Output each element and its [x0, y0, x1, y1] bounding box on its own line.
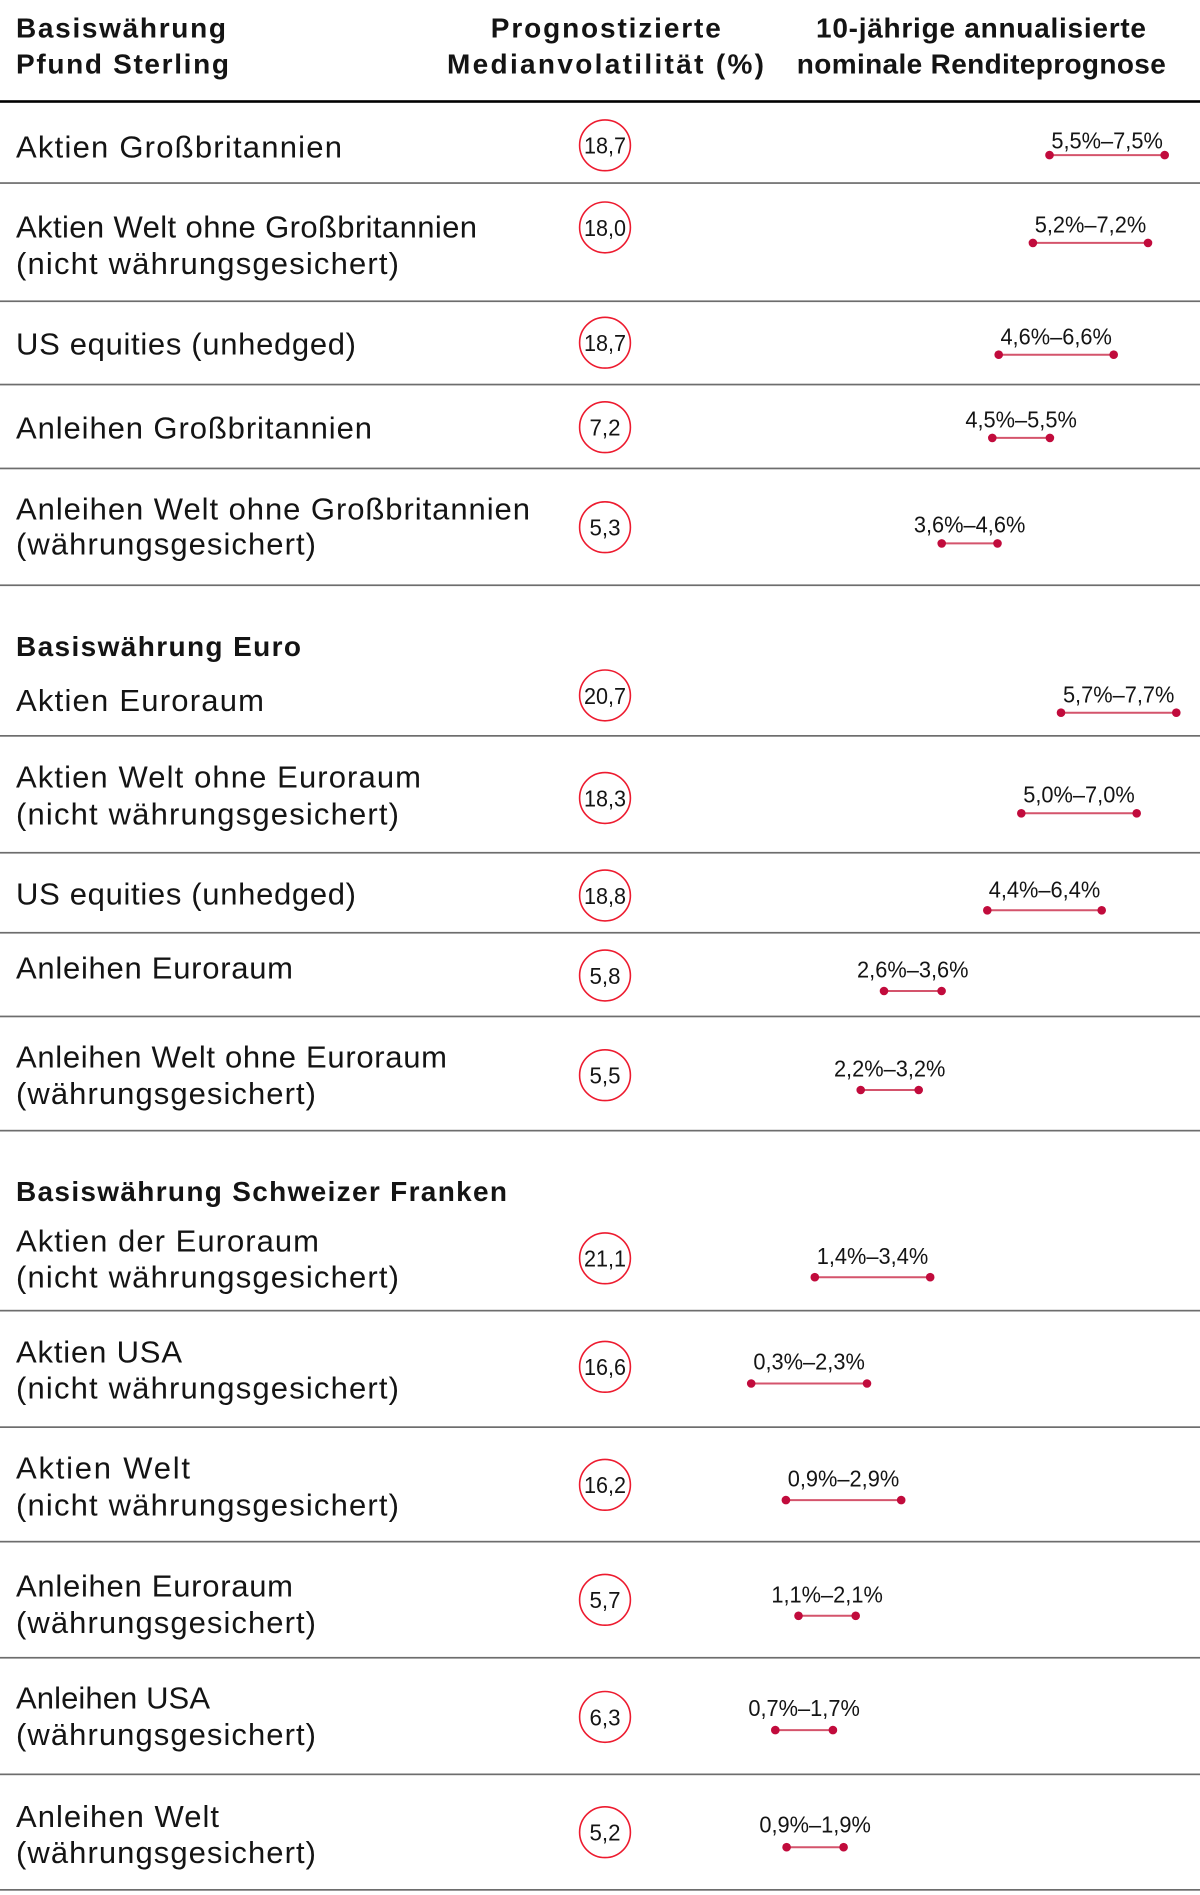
svg-text:5,3: 5,3: [590, 515, 621, 541]
svg-text:Anleihen USA: Anleihen USA: [16, 1681, 210, 1716]
svg-text:5,8: 5,8: [590, 963, 621, 989]
svg-text:(währungsgesichert): (währungsgesichert): [16, 1605, 316, 1640]
svg-text:Aktien Großbritannien: Aktien Großbritannien: [16, 130, 342, 165]
svg-text:Anleihen Euroraum: Anleihen Euroraum: [16, 951, 293, 986]
svg-text:Anleihen Welt ohne Euroraum: Anleihen Welt ohne Euroraum: [16, 1039, 447, 1074]
svg-text:(nicht währungsgesichert): (nicht währungsgesichert): [16, 796, 399, 831]
svg-text:(währungsgesichert): (währungsgesichert): [16, 1076, 316, 1111]
svg-text:(nicht währungsgesichert): (nicht währungsgesichert): [16, 246, 399, 281]
svg-text:Anleihen Euroraum: Anleihen Euroraum: [16, 1569, 293, 1604]
svg-text:Anleihen Welt: Anleihen Welt: [16, 1799, 219, 1834]
svg-text:nominale Renditeprognose: nominale Renditeprognose: [797, 49, 1166, 80]
svg-text:(nicht währungsgesichert): (nicht währungsgesichert): [16, 1487, 399, 1522]
svg-text:0,9%–1,9%: 0,9%–1,9%: [759, 1812, 871, 1838]
svg-text:5,5: 5,5: [590, 1063, 621, 1089]
svg-text:Aktien Welt ohne Euroraum: Aktien Welt ohne Euroraum: [16, 760, 421, 795]
svg-text:4,5%–5,5%: 4,5%–5,5%: [965, 407, 1077, 433]
svg-text:21,1: 21,1: [584, 1246, 626, 1272]
svg-text:Basiswährung Schweizer Franken: Basiswährung Schweizer Franken: [16, 1176, 507, 1207]
svg-text:1,1%–2,1%: 1,1%–2,1%: [771, 1581, 883, 1607]
svg-text:16,6: 16,6: [584, 1354, 626, 1380]
svg-text:20,7: 20,7: [584, 683, 626, 709]
svg-text:2,2%–3,2%: 2,2%–3,2%: [834, 1056, 946, 1082]
svg-text:16,2: 16,2: [584, 1472, 626, 1498]
svg-text:0,9%–2,9%: 0,9%–2,9%: [788, 1466, 900, 1492]
svg-text:0,7%–1,7%: 0,7%–1,7%: [748, 1695, 860, 1721]
svg-text:5,2: 5,2: [590, 1820, 621, 1846]
svg-text:4,4%–6,4%: 4,4%–6,4%: [989, 877, 1101, 903]
svg-text:Anleihen Welt ohne Großbritann: Anleihen Welt ohne Großbritannien: [16, 492, 530, 527]
svg-text:2,6%–3,6%: 2,6%–3,6%: [857, 957, 969, 983]
svg-text:18,7: 18,7: [584, 133, 626, 159]
svg-text:Aktien Euroraum: Aktien Euroraum: [16, 683, 264, 718]
svg-text:5,7: 5,7: [590, 1587, 621, 1613]
svg-text:US equities (unhedged): US equities (unhedged): [16, 326, 356, 361]
svg-text:Prognostizierte: Prognostizierte: [491, 12, 721, 43]
svg-text:10-jährige annualisierte: 10-jährige annualisierte: [816, 12, 1146, 43]
svg-text:7,2: 7,2: [590, 415, 621, 441]
svg-text:Anleihen Großbritannien: Anleihen Großbritannien: [16, 410, 372, 445]
svg-text:Aktien USA: Aktien USA: [16, 1335, 182, 1370]
svg-text:18,8: 18,8: [584, 883, 626, 909]
svg-text:18,3: 18,3: [584, 785, 626, 811]
svg-text:3,6%–4,6%: 3,6%–4,6%: [914, 511, 1026, 537]
svg-text:18,0: 18,0: [584, 215, 626, 241]
svg-text:(währungsgesichert): (währungsgesichert): [16, 1835, 316, 1870]
svg-text:Basiswährung Euro: Basiswährung Euro: [16, 631, 301, 662]
svg-text:(nicht währungsgesichert): (nicht währungsgesichert): [16, 1371, 399, 1406]
svg-text:5,7%–7,7%: 5,7%–7,7%: [1063, 682, 1175, 708]
svg-text:1,4%–3,4%: 1,4%–3,4%: [817, 1243, 929, 1269]
svg-text:(nicht währungsgesichert): (nicht währungsgesichert): [16, 1260, 399, 1295]
svg-text:5,0%–7,0%: 5,0%–7,0%: [1023, 782, 1135, 808]
svg-text:Aktien Welt: Aktien Welt: [16, 1451, 190, 1486]
svg-text:5,5%–7,5%: 5,5%–7,5%: [1051, 127, 1163, 153]
svg-text:(währungsgesichert): (währungsgesichert): [16, 1717, 316, 1752]
svg-text:Pfund Sterling: Pfund Sterling: [16, 49, 229, 80]
svg-text:6,3: 6,3: [590, 1704, 621, 1730]
svg-text:Medianvolatilität (%): Medianvolatilität (%): [447, 49, 764, 80]
svg-text:5,2%–7,2%: 5,2%–7,2%: [1035, 212, 1147, 238]
svg-text:18,7: 18,7: [584, 330, 626, 356]
svg-text:Aktien Welt ohne Großbritannie: Aktien Welt ohne Großbritannien: [16, 209, 477, 244]
svg-text:4,6%–6,6%: 4,6%–6,6%: [1000, 324, 1112, 350]
svg-text:US equities (unhedged): US equities (unhedged): [16, 877, 356, 912]
svg-text:0,3%–2,3%: 0,3%–2,3%: [753, 1349, 865, 1375]
svg-text:Aktien der Euroraum: Aktien der Euroraum: [16, 1224, 319, 1259]
svg-text:(währungsgesichert): (währungsgesichert): [16, 527, 316, 562]
